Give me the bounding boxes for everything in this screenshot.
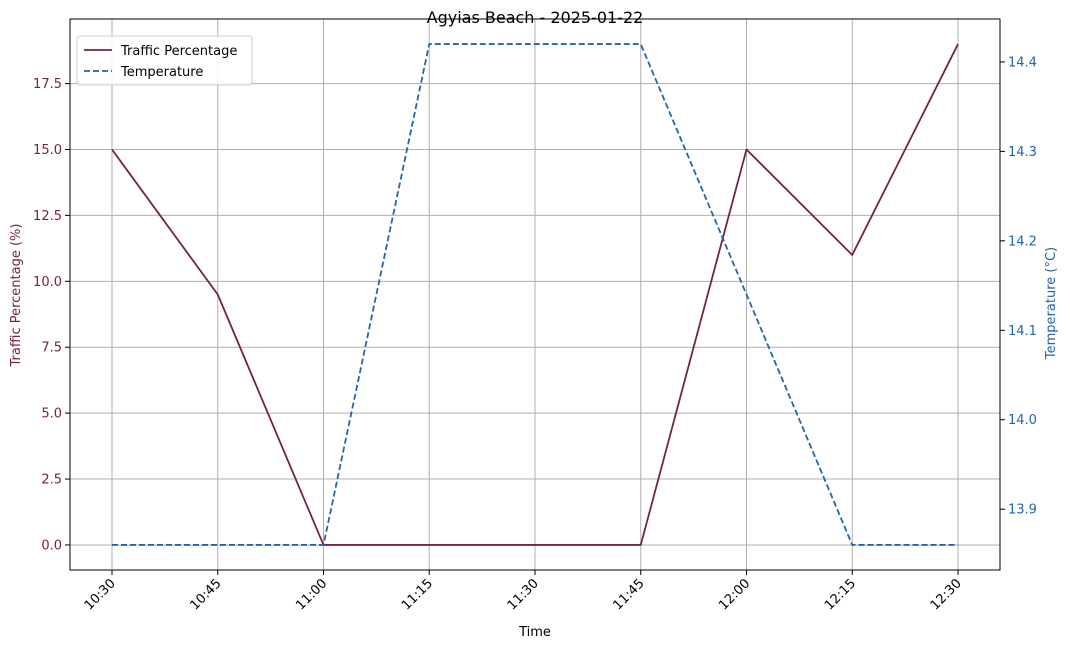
x-tick-label: 11:00	[293, 576, 330, 613]
x-tick-label: 11:30	[505, 576, 542, 613]
legend-traffic-label: Traffic Percentage	[120, 44, 237, 59]
x-tick-label: 11:15	[399, 576, 436, 613]
right-y-tick-label: 14.3	[1008, 145, 1037, 160]
x-tick-label: 10:45	[187, 576, 224, 613]
legend: Traffic Percentage Temperature	[76, 35, 253, 86]
left-y-axis-label: Traffic Percentage (%)	[9, 224, 24, 368]
right-y-tick-label: 14.4	[1008, 55, 1037, 70]
left-y-tick-label: 15.0	[33, 143, 62, 158]
legend-box	[76, 35, 253, 86]
x-axis: 10:30 10:45 11:00 11:15 11:30 11:45 12:00 12:15…	[82, 570, 965, 613]
left-y-tick-label: 5.0	[41, 407, 62, 422]
temperature-line	[112, 43, 958, 546]
left-y-tick-label: 12.5	[33, 209, 62, 224]
x-tick-label: 12:00	[716, 576, 753, 613]
x-tick-label: 11:45	[610, 576, 647, 613]
right-y-tick-label: 14.2	[1008, 234, 1037, 249]
legend-temperature-label: Temperature	[120, 65, 203, 80]
x-tick-label: 12:30	[928, 576, 965, 613]
left-y-tick-label: 2.5	[41, 473, 62, 488]
series-lines	[111, 43, 959, 546]
right-y-axis: 13.9 14.0 14.1 14.2 14.3 14.4	[1000, 55, 1037, 518]
right-y-tick-label: 13.9	[1008, 503, 1037, 518]
left-y-tick-label: 0.0	[41, 538, 62, 553]
left-y-tick-label: 17.5	[33, 77, 62, 92]
chart-title: Agyias Beach - 2025-01-22	[427, 8, 644, 27]
left-y-tick-label: 7.5	[41, 341, 62, 356]
right-y-tick-label: 14.0	[1008, 413, 1037, 428]
left-y-axis: 0.0 2.5 5.0 7.5 10.0 12.5 15.0 17.5	[33, 77, 70, 553]
right-y-tick-label: 14.1	[1008, 324, 1037, 339]
x-tick-label: 12:15	[822, 576, 859, 613]
traffic-percentage-line	[111, 43, 959, 546]
grid-lines	[70, 19, 1000, 570]
right-y-axis-label: Temperature (°C)	[1044, 247, 1059, 360]
x-tick-label: 10:30	[82, 576, 119, 613]
left-y-tick-label: 10.0	[33, 275, 62, 290]
x-axis-label: Time	[518, 625, 551, 640]
